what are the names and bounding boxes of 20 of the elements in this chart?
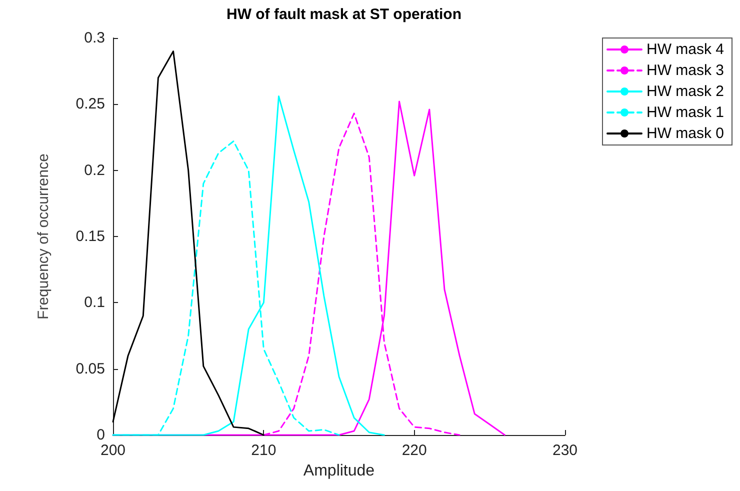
line-series (112, 50, 264, 436)
legend-label: HW mask 0 (646, 125, 724, 142)
legend-label: HW mask 4 (646, 41, 724, 58)
x-axis-title: Amplitude (303, 462, 375, 480)
legend-label: HW mask 3 (646, 62, 724, 79)
x-tick-label: 220 (402, 442, 427, 459)
y-tick-label: 0.2 (84, 162, 105, 179)
y-axis-title: Frequency of occurrence (35, 154, 52, 320)
y-tick-label: 0.1 (84, 294, 105, 312)
x-tick-label: 230 (552, 442, 578, 459)
chart-title: HW of fault mask at ST operation (226, 6, 462, 23)
x-tick-label: 210 (251, 442, 276, 459)
y-tick-label: 0.05 (76, 360, 105, 378)
legend-label: HW mask 2 (646, 83, 724, 100)
y-tick-label: 0.15 (76, 228, 105, 245)
y-tick-label: 0.25 (76, 96, 105, 113)
y-tick-label: 0 (96, 426, 105, 444)
legend-label: HW mask 1 (646, 104, 724, 121)
y-tick-label: 0.3 (84, 30, 105, 46)
x-tick-label: 200 (100, 442, 126, 459)
